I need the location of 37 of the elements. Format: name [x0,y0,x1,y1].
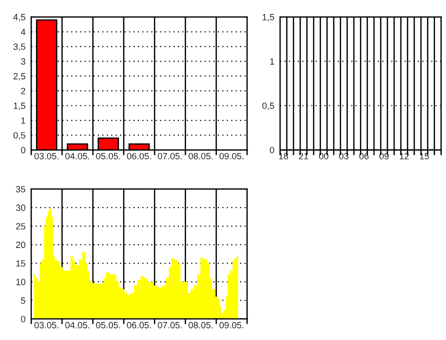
y-tick-label: 1 [270,58,274,65]
y-tick-label: 5 [21,297,26,304]
y-tick-label: 0 [20,316,26,322]
y-tick-label: 0,5 [262,102,274,110]
x-tick-label: 04.05. [65,152,90,160]
y-tick-label: 15 [16,260,26,267]
x-tick-label: 09.05. [219,152,244,160]
y-tick-label: 1,5 [14,102,26,110]
x-tick-label: 21 [299,152,308,160]
y-tick-label: 2,5 [14,73,26,81]
y-tick-label: 3,5 [13,44,26,51]
x-tick-label: 08.05. [188,152,213,160]
x-tick-label: 08.05. [188,322,213,328]
y-tick-label: 4,5 [13,14,26,22]
x-tick-label: 05.05. [96,322,120,328]
x-tick-label: 03.05. [34,152,58,160]
x-tick-label: 09.05. [219,322,244,328]
y-tick-label: 1 [21,117,26,124]
x-tick-label: 07.05. [158,322,182,328]
y-tick-label: 0 [20,146,26,154]
y-tick-label: 0 [270,146,274,154]
x-tick-label: 03.05. [34,322,58,328]
y-tick-label: 20 [16,242,26,248]
x-tick-label: 07.05. [158,152,182,160]
x-tick-label: 06.05. [126,322,151,328]
y-tick-label: 3 [20,58,26,65]
y-tick-label: 0,5 [13,132,26,140]
x-tick-label: 04.05. [65,322,90,328]
y-tick-label: 1,5 [262,14,274,22]
y-tick-label: 4 [20,28,26,36]
y-tick-label: 30 [16,204,26,211]
y-tick-label: 25 [16,223,26,230]
y-tick-label: 35 [16,186,26,192]
x-tick-label: 06.05. [126,152,151,160]
x-tick-label: 05.05. [96,152,120,160]
y-tick-label: 10 [16,278,26,286]
y-tick-label: 2 [21,88,26,94]
